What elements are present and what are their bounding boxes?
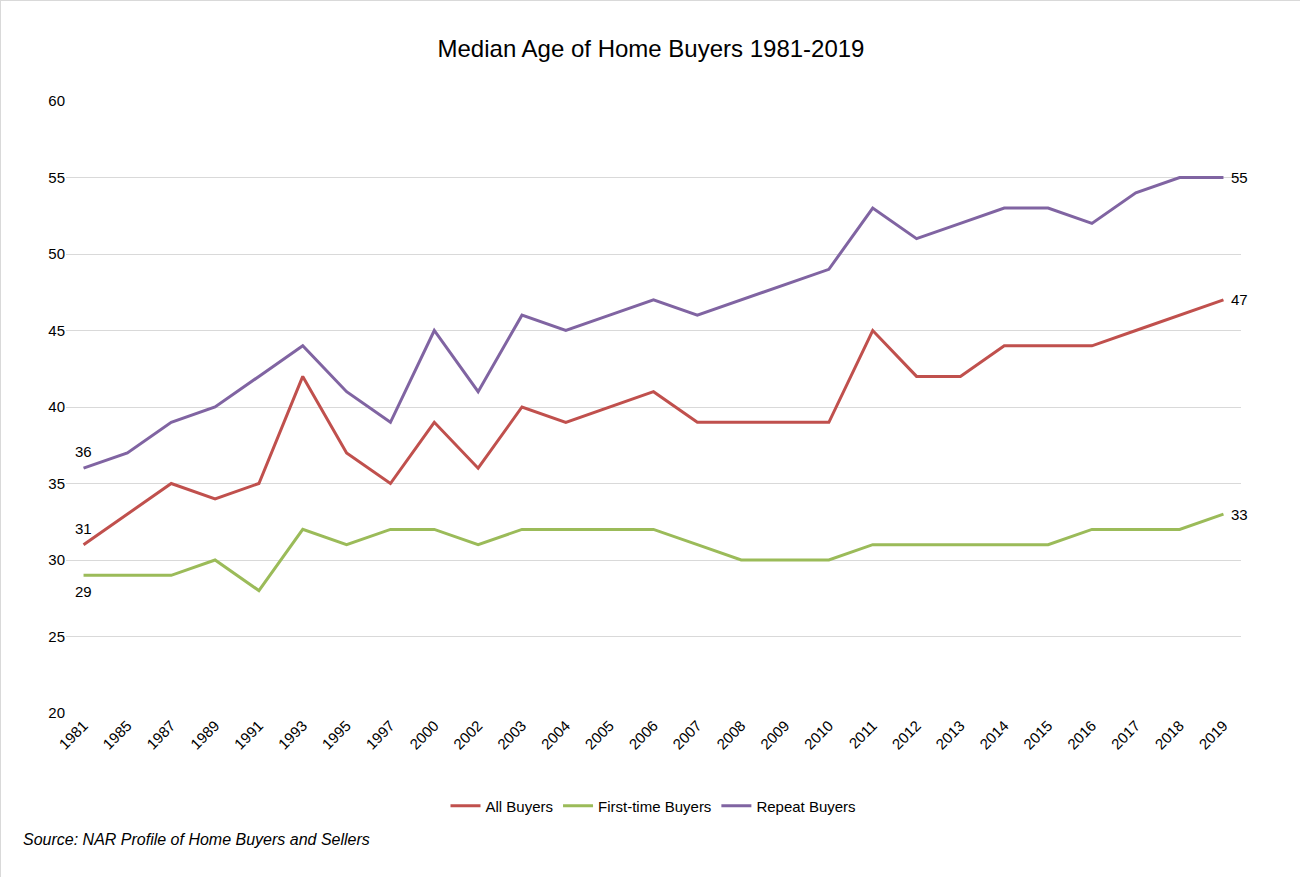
svg-text:1997: 1997: [362, 717, 398, 753]
svg-text:Source: NAR Profile of Home Bu: Source: NAR Profile of Home Buyers and S…: [23, 831, 370, 848]
svg-text:1993: 1993: [275, 717, 311, 753]
svg-text:2011: 2011: [845, 717, 880, 752]
svg-text:2003: 2003: [494, 717, 530, 753]
svg-text:1985: 1985: [99, 717, 135, 753]
svg-text:31: 31: [75, 520, 92, 537]
svg-text:2019: 2019: [1195, 717, 1231, 753]
svg-text:All Buyers: All Buyers: [486, 798, 554, 815]
svg-text:First-time Buyers: First-time Buyers: [598, 798, 711, 815]
svg-text:2005: 2005: [581, 717, 617, 753]
svg-text:2004: 2004: [538, 717, 574, 753]
svg-text:30: 30: [48, 551, 65, 568]
svg-text:2007: 2007: [669, 717, 705, 753]
svg-text:Repeat Buyers: Repeat Buyers: [756, 798, 855, 815]
svg-text:1987: 1987: [143, 717, 179, 753]
svg-text:2010: 2010: [801, 717, 837, 753]
svg-text:1989: 1989: [187, 717, 223, 753]
svg-text:45: 45: [48, 322, 65, 339]
svg-text:1995: 1995: [318, 717, 354, 753]
svg-text:2013: 2013: [932, 717, 968, 753]
svg-text:25: 25: [48, 628, 65, 645]
svg-text:35: 35: [48, 475, 65, 492]
svg-text:2017: 2017: [1108, 717, 1144, 753]
svg-text:50: 50: [48, 245, 65, 262]
svg-text:2018: 2018: [1151, 717, 1187, 753]
svg-text:2009: 2009: [757, 717, 793, 753]
svg-text:29: 29: [75, 583, 92, 600]
svg-text:2002: 2002: [450, 717, 486, 753]
svg-text:20: 20: [48, 704, 65, 721]
svg-text:1991: 1991: [231, 717, 267, 753]
svg-text:2015: 2015: [1020, 717, 1056, 753]
svg-text:55: 55: [1231, 169, 1248, 186]
svg-text:Median Age of Home Buyers 1981: Median Age of Home Buyers 1981-2019: [438, 35, 865, 62]
svg-text:2014: 2014: [976, 717, 1012, 753]
svg-text:2016: 2016: [1064, 717, 1100, 753]
svg-text:55: 55: [48, 169, 65, 186]
svg-text:2012: 2012: [888, 717, 924, 753]
svg-text:1981: 1981: [55, 717, 91, 753]
svg-text:2006: 2006: [625, 717, 661, 753]
svg-text:2008: 2008: [713, 717, 749, 753]
svg-text:40: 40: [48, 398, 65, 415]
svg-text:36: 36: [75, 443, 92, 460]
svg-text:60: 60: [48, 92, 65, 109]
svg-text:33: 33: [1231, 506, 1248, 523]
svg-text:47: 47: [1231, 291, 1248, 308]
svg-text:2000: 2000: [406, 717, 442, 753]
